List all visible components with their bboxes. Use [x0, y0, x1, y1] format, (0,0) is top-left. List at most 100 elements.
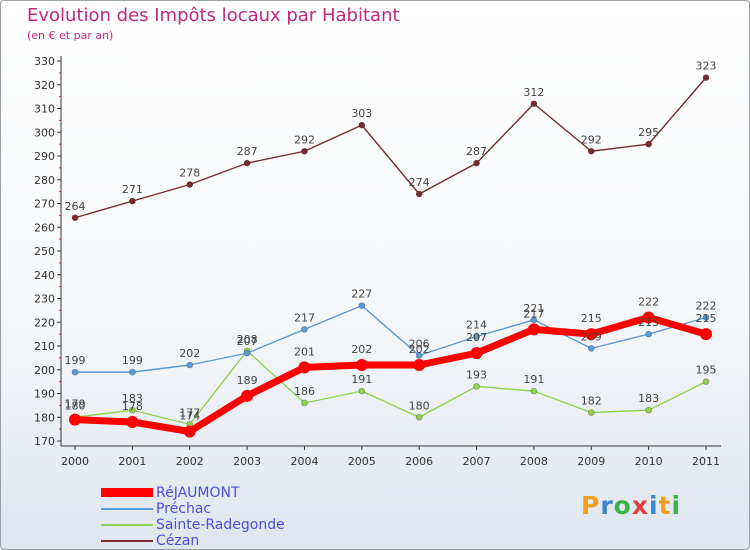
data-label: 209 — [581, 330, 602, 343]
x-tick-label: 2008 — [520, 455, 548, 468]
data-label: 193 — [466, 368, 487, 381]
data-point — [702, 378, 710, 385]
y-tick-label: 300 — [34, 126, 55, 139]
legend-swatch — [101, 524, 153, 526]
data-label: 287 — [237, 145, 258, 158]
x-tick-label: 2007 — [463, 455, 491, 468]
x-tick-label: 2003 — [233, 455, 261, 468]
data-label: 199 — [122, 354, 143, 367]
chart-subtitle: (en € et par an) — [27, 29, 114, 42]
data-point — [413, 359, 426, 371]
data-point — [530, 316, 538, 324]
data-label: 292 — [294, 133, 315, 146]
chart-title: Evolution des Impôts locaux par Habitant — [27, 5, 400, 26]
data-label: 292 — [581, 133, 602, 146]
y-tick-label: 220 — [34, 316, 55, 329]
data-point — [530, 387, 538, 395]
y-tick-label: 240 — [34, 269, 55, 282]
y-tick-label: 320 — [34, 79, 55, 92]
data-label: 206 — [409, 338, 430, 351]
legend-label: Préchac — [156, 501, 212, 517]
data-point — [129, 406, 136, 414]
data-label: 217 — [523, 307, 544, 320]
data-label: 183 — [638, 392, 659, 405]
data-label: 186 — [294, 385, 315, 398]
data-point — [186, 361, 194, 369]
data-label: 217 — [294, 311, 315, 324]
data-point — [243, 349, 251, 357]
x-tick-label: 2004 — [290, 455, 318, 468]
y-tick-label: 200 — [34, 364, 55, 377]
legend-swatch — [101, 488, 153, 497]
data-point — [645, 406, 652, 414]
data-label: 189 — [237, 374, 258, 387]
data-point — [642, 311, 655, 324]
data-label: 177 — [179, 406, 200, 419]
data-label: 199 — [65, 354, 86, 367]
legend-swatch — [101, 540, 153, 542]
x-tick-label: 2005 — [348, 455, 376, 468]
data-point — [71, 368, 79, 376]
data-point — [71, 214, 79, 222]
y-tick-label: 170 — [34, 435, 55, 448]
y-tick-label: 180 — [34, 411, 55, 424]
data-label: 202 — [351, 343, 372, 356]
data-point — [69, 413, 81, 426]
legend-swatch — [101, 508, 153, 510]
legend-label: Cézan — [156, 533, 200, 549]
data-label: 191 — [523, 373, 544, 386]
data-label: 264 — [65, 200, 86, 213]
data-point — [129, 197, 136, 205]
data-point — [587, 147, 595, 155]
data-point — [645, 330, 652, 338]
data-point — [473, 159, 480, 167]
data-label: 215 — [696, 312, 717, 325]
data-label: 323 — [696, 60, 717, 73]
data-label: 312 — [523, 86, 544, 99]
data-point — [301, 399, 308, 407]
y-tick-label: 190 — [34, 388, 55, 401]
data-label: 214 — [466, 319, 487, 332]
data-point — [301, 147, 308, 155]
data-point — [645, 140, 652, 148]
data-label: 195 — [696, 364, 717, 377]
data-point — [700, 328, 712, 341]
data-label: 208 — [237, 333, 258, 346]
data-label: 215 — [638, 316, 659, 329]
legend-label: Sainte-Radegonde — [156, 517, 285, 533]
data-label: 221 — [523, 302, 544, 315]
y-tick-label: 310 — [34, 103, 55, 116]
series-line — [74, 304, 707, 373]
data-point — [358, 387, 366, 395]
data-label: 182 — [581, 395, 602, 408]
data-point — [587, 345, 595, 352]
y-tick-label: 250 — [34, 245, 55, 258]
data-label: 180 — [409, 399, 430, 412]
y-tick-label: 210 — [34, 340, 55, 353]
data-label: 191 — [351, 373, 372, 386]
data-point — [473, 333, 480, 340]
data-point — [183, 425, 196, 438]
data-label: 303 — [351, 107, 372, 120]
data-label: 295 — [638, 126, 659, 139]
legend-label: RéJAUMONT — [156, 485, 240, 501]
data-point — [702, 74, 710, 81]
data-point — [186, 181, 194, 188]
data-point — [358, 121, 366, 129]
data-point — [415, 413, 423, 421]
data-label: 215 — [581, 312, 602, 325]
series-line — [71, 314, 710, 435]
data-label: 278 — [179, 167, 200, 180]
data-point — [355, 359, 368, 371]
data-label: 201 — [294, 345, 315, 358]
data-label: 202 — [179, 347, 200, 360]
y-tick-label: 330 — [34, 55, 55, 68]
x-tick-label: 2001 — [118, 455, 146, 468]
data-label: 180 — [65, 399, 86, 412]
x-tick-label: 2009 — [577, 455, 605, 468]
data-label: 207 — [237, 335, 258, 348]
data-point — [470, 347, 483, 360]
x-tick-label: 2000 — [61, 455, 89, 468]
